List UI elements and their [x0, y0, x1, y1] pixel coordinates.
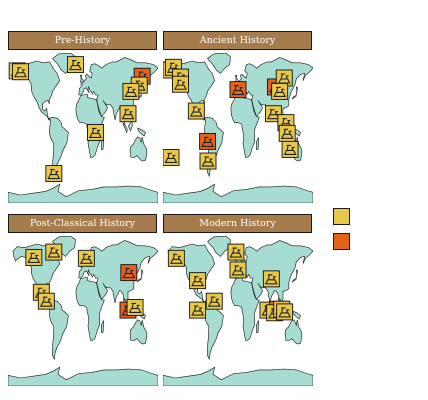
landmass [136, 269, 143, 283]
dig-site-marker [187, 102, 205, 120]
panel-pre-history: Pre-History [8, 31, 158, 206]
dig-site-marker [264, 105, 282, 123]
dig-site-marker [281, 140, 299, 158]
panel-post-classical-history: Post-Classical History [8, 214, 158, 389]
dig-site-marker [126, 298, 144, 316]
dig-site-marker [229, 81, 247, 99]
dig-site-marker [37, 292, 55, 310]
dig-site-marker [189, 301, 207, 319]
panel-title: Pre-History [8, 31, 157, 50]
dig-site-marker [67, 56, 84, 74]
landmass [129, 136, 148, 162]
dig-site-marker [199, 152, 217, 170]
world-map [8, 236, 158, 386]
landmass [292, 310, 301, 320]
dig-site-marker [77, 249, 95, 267]
landmass [129, 319, 148, 345]
dig-site-marker [199, 132, 217, 150]
dig-site-marker [167, 249, 185, 267]
landmass [12, 60, 61, 121]
landmass [207, 53, 231, 74]
landmass [163, 366, 313, 386]
panel-modern-history: Modern History [163, 214, 313, 389]
world-map [163, 53, 313, 203]
dig-site-marker [271, 82, 289, 100]
landmass [128, 120, 133, 132]
legend-swatch-yellow [333, 208, 350, 225]
dig-site-marker [172, 75, 189, 93]
landmass [291, 86, 298, 100]
dig-site-marker [278, 124, 296, 142]
landmass [163, 183, 313, 203]
landmass [8, 366, 158, 386]
landmass [48, 116, 69, 178]
dig-site-marker [163, 149, 180, 166]
panel-title: Modern History [163, 214, 312, 233]
dig-site-marker [45, 165, 63, 182]
landmass [80, 74, 84, 83]
landmass [75, 276, 105, 341]
landmass [101, 319, 105, 333]
panel-title: Ancient History [163, 31, 312, 50]
landmass [137, 127, 146, 137]
dig-site-marker [189, 272, 207, 290]
landmass [8, 183, 158, 203]
landmass [48, 299, 69, 361]
dig-site-marker [122, 82, 140, 100]
landmass [256, 319, 260, 333]
landmass [230, 276, 260, 341]
panel-title: Post-Classical History [8, 214, 157, 233]
world-map [8, 53, 158, 203]
landmass [256, 136, 260, 150]
landmass [291, 269, 298, 283]
dig-site-marker [25, 248, 43, 266]
dig-site-marker [45, 243, 63, 261]
landmass [207, 236, 231, 257]
world-map [163, 236, 313, 386]
dig-site-marker [229, 261, 247, 279]
dig-site-marker [276, 303, 294, 321]
legend-swatch-orange [333, 233, 350, 250]
dig-site-marker [120, 264, 138, 282]
dig-site-marker [119, 105, 137, 123]
dig-site-marker [87, 124, 104, 141]
dig-site-marker [12, 63, 29, 81]
dig-site-marker [227, 243, 245, 261]
panel-ancient-history: Ancient History [163, 31, 313, 206]
landmass [78, 240, 158, 308]
dig-site-marker [205, 292, 223, 310]
dig-site-marker [262, 270, 280, 288]
landmass [284, 319, 303, 345]
landmass [122, 122, 128, 134]
